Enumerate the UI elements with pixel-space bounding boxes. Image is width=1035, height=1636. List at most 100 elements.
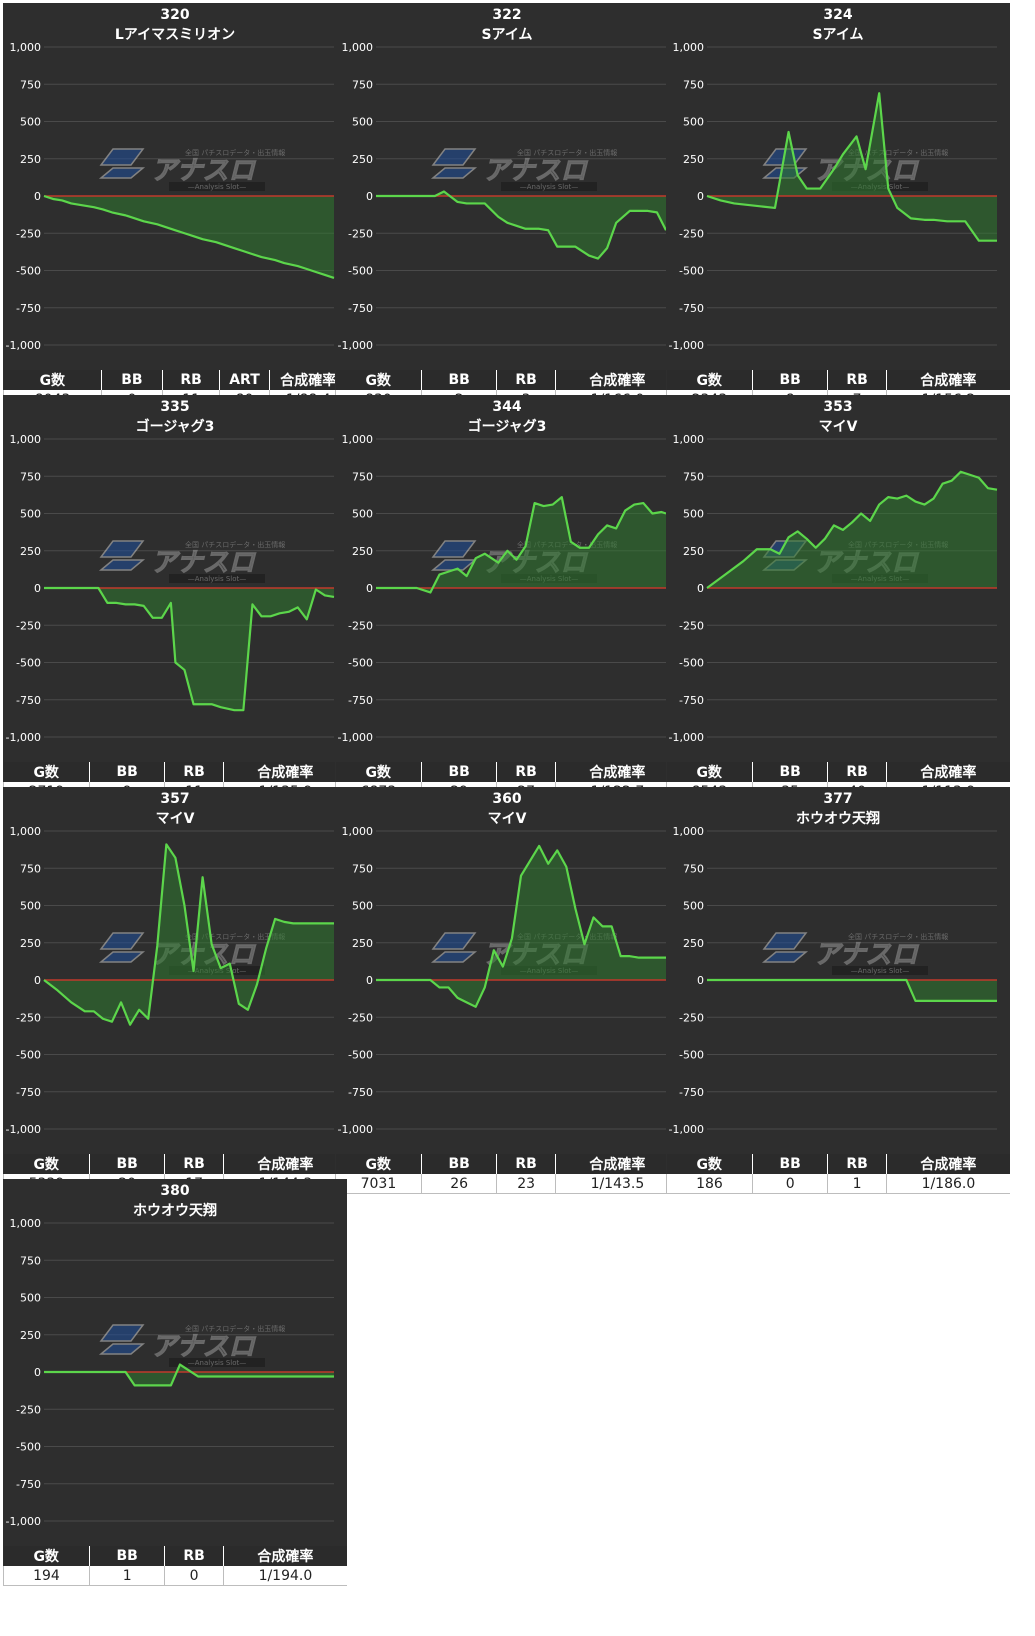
- y-tick-label: -500: [679, 265, 704, 278]
- chart-plot: 1,0007505002500-250-500-750-1,000アナスロ全国 …: [338, 433, 667, 744]
- y-tick-label: 750: [352, 78, 373, 91]
- y-tick-label: 1,000: [342, 825, 374, 838]
- y-tick-label: -500: [16, 1049, 41, 1062]
- series-area: [707, 93, 997, 241]
- y-tick-label: 1,000: [10, 433, 42, 446]
- y-tick-label: 1,000: [673, 41, 705, 54]
- series-area: [707, 471, 997, 588]
- y-tick-label: 1,000: [673, 825, 705, 838]
- stats-header: RB: [162, 370, 221, 390]
- y-tick-label: 750: [20, 470, 41, 483]
- stats-value: 1/186.0: [886, 1174, 1010, 1194]
- y-tick-label: -500: [679, 657, 704, 670]
- series-line: [376, 496, 667, 594]
- series-area: [44, 1364, 334, 1386]
- watermark-text: アナスロ: [483, 156, 588, 186]
- y-tick-label: 0: [34, 190, 41, 203]
- stats-table: G数 BB RB 合成確率 186 0 1 1/186.0: [666, 1154, 1010, 1194]
- stats-header: G数: [666, 370, 753, 390]
- stats-header: BB: [89, 1154, 166, 1174]
- machine-number: 335: [160, 399, 190, 415]
- y-tick-label: -250: [348, 227, 373, 240]
- stats-header: 合成確率: [223, 762, 347, 782]
- y-tick-label: -750: [679, 302, 704, 315]
- machine-number: 322: [492, 7, 522, 23]
- y-tick-label: 0: [366, 190, 373, 203]
- series-line: [376, 190, 667, 260]
- stats-header: RB: [164, 1154, 224, 1174]
- stats-table: G数 BB RB 合成確率 194 1 0 1/194.0: [3, 1546, 347, 1586]
- stats-header: G数: [666, 1154, 753, 1174]
- y-tick-label: 250: [683, 545, 704, 558]
- y-tick-label: 750: [683, 862, 704, 875]
- y-tick-label: -1,000: [6, 1123, 41, 1136]
- y-tick-label: 500: [20, 116, 41, 129]
- y-tick-label: 0: [697, 974, 704, 987]
- machine-card: 1,0007505002500-250-500-750-1,000アナスロ全国 …: [335, 787, 679, 1194]
- y-tick-label: -1,000: [6, 1515, 41, 1528]
- y-tick-label: 500: [352, 116, 373, 129]
- machine-number: 360: [492, 791, 522, 807]
- watermark-top-text: 全国 パチスロデータ・出玉情報: [185, 1324, 285, 1333]
- machine-name: マイV: [487, 811, 527, 827]
- y-tick-label: -1,000: [669, 1123, 704, 1136]
- machine-card: 1,0007505002500-250-500-750-1,000アナスロ全国 …: [666, 3, 1010, 410]
- y-tick-label: -500: [16, 657, 41, 670]
- stats-header: 合成確率: [223, 1546, 347, 1566]
- stats-table: G数 BB RB 合成確率 7031 26 23 1/143.5: [335, 1154, 679, 1194]
- y-tick-label: -750: [16, 1086, 41, 1099]
- chart-plot: 1,0007505002500-250-500-750-1,000アナスロ全国 …: [6, 433, 335, 744]
- stats-value: 194: [3, 1566, 90, 1586]
- stats-header: G数: [3, 762, 90, 782]
- y-tick-label: -250: [348, 1011, 373, 1024]
- y-tick-label: 250: [20, 937, 41, 950]
- y-tick-label: 750: [683, 78, 704, 91]
- y-tick-label: 0: [34, 974, 41, 987]
- y-tick-label: -750: [16, 302, 41, 315]
- y-tick-label: -1,000: [338, 339, 373, 352]
- y-tick-label: -750: [16, 1478, 41, 1491]
- watermark-text: アナスロ: [151, 1332, 256, 1362]
- watermark-top-text: 全国 パチスロデータ・出玉情報: [185, 932, 285, 941]
- chart-plot: 1,0007505002500-250-500-750-1,000アナスロ全国 …: [6, 41, 335, 352]
- y-tick-label: -1,000: [669, 731, 704, 744]
- watermark-text: アナスロ: [814, 940, 919, 970]
- y-tick-label: -750: [679, 1086, 704, 1099]
- y-tick-label: 750: [352, 862, 373, 875]
- stats-header: RB: [164, 762, 224, 782]
- series-area: [376, 191, 666, 259]
- stats-header: BB: [421, 1154, 498, 1174]
- machine-name: マイV: [155, 811, 195, 827]
- series-area: [44, 588, 334, 711]
- stats-header: 合成確率: [555, 762, 679, 782]
- series-area: [376, 845, 666, 1007]
- stats-value: 23: [496, 1174, 556, 1194]
- series-line: [43, 843, 334, 1026]
- y-tick-label: 0: [366, 582, 373, 595]
- y-tick-label: 0: [34, 582, 41, 595]
- y-tick-label: 1,000: [10, 825, 42, 838]
- y-tick-label: -250: [348, 619, 373, 632]
- chart-plot: 1,0007505002500-250-500-750-1,000アナスロ全国 …: [669, 41, 997, 352]
- machine-number: 324: [823, 7, 853, 23]
- stats-header: RB: [496, 762, 556, 782]
- y-tick-label: -750: [348, 302, 373, 315]
- y-tick-label: 500: [20, 508, 41, 521]
- chart-plot: 1,0007505002500-250-500-750-1,000アナスロ全国 …: [338, 825, 666, 1136]
- y-tick-label: 750: [352, 470, 373, 483]
- stats-header: G数: [335, 1154, 422, 1174]
- y-tick-label: 250: [20, 153, 41, 166]
- y-tick-label: -500: [679, 1049, 704, 1062]
- y-tick-label: -250: [16, 1403, 41, 1416]
- chart-plot: 1,0007505002500-250-500-750-1,000アナスロ全国 …: [669, 433, 998, 744]
- series-area: [376, 497, 666, 593]
- y-tick-label: 500: [683, 508, 704, 521]
- y-tick-label: 250: [683, 153, 704, 166]
- machine-number: 377: [823, 791, 853, 807]
- stats-header: G数: [335, 762, 422, 782]
- y-tick-label: -250: [679, 227, 704, 240]
